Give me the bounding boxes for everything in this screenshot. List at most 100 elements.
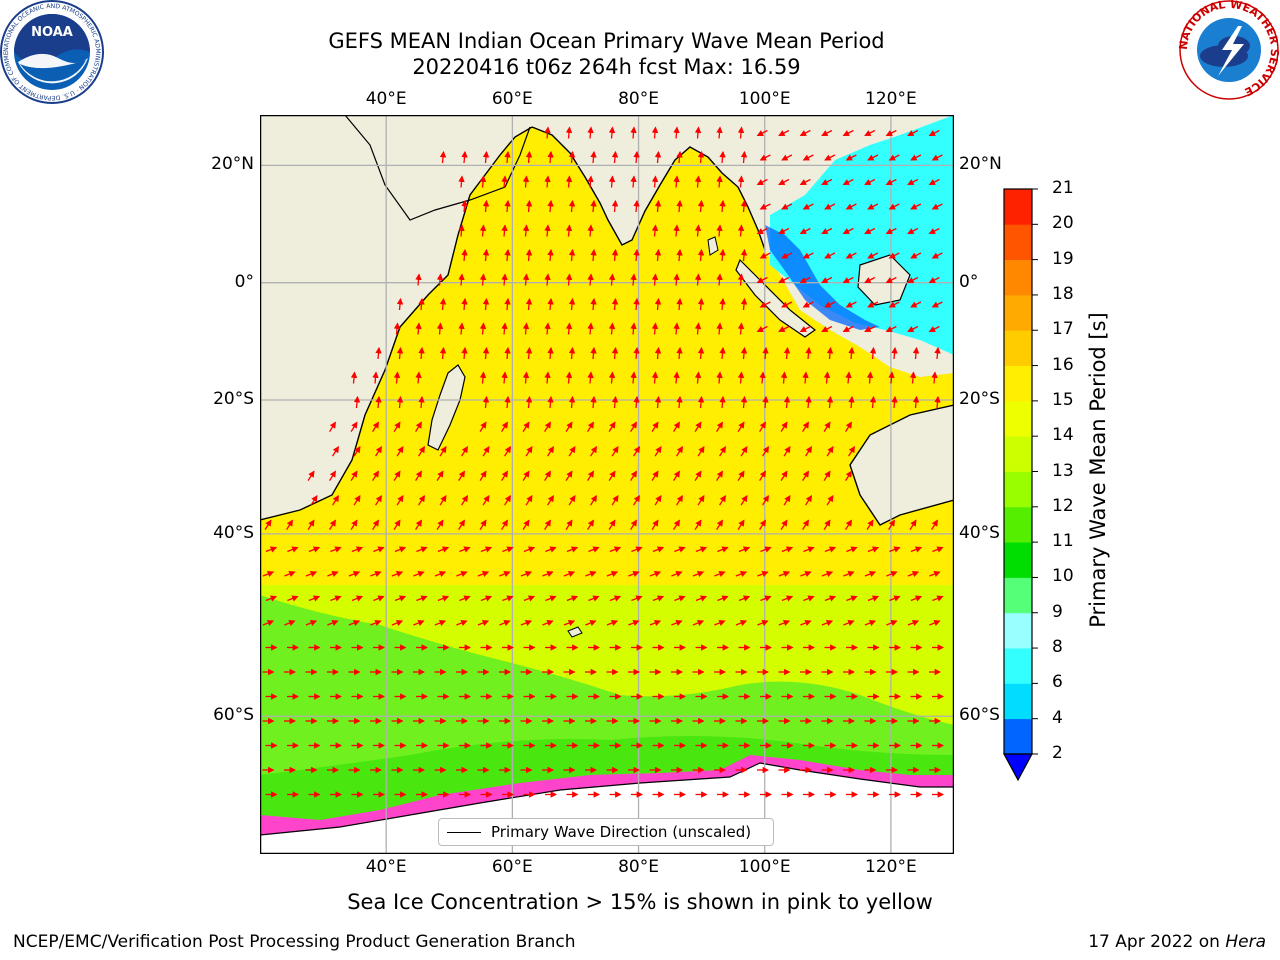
wave-arrow <box>544 224 551 237</box>
wave-arrow <box>504 395 511 409</box>
wave-arrow <box>737 371 745 384</box>
wave-arrow <box>907 276 919 284</box>
wave-arrow <box>805 395 812 409</box>
wave-arrow <box>737 470 745 481</box>
wave-arrow <box>697 199 705 213</box>
wave-arrow <box>759 421 766 432</box>
wave-arrow <box>676 199 683 213</box>
wave-arrow <box>759 470 766 481</box>
wave-arrow <box>332 494 339 506</box>
wave-arrow <box>824 252 836 259</box>
wave-arrow <box>373 595 385 602</box>
colorbar-tick-label: 2 <box>1052 743 1063 763</box>
wave-arrow <box>502 595 514 602</box>
wave-arrow <box>780 371 788 384</box>
wave-arrow <box>934 395 941 409</box>
wave-arrow <box>867 595 880 602</box>
wave-arrow <box>649 619 662 627</box>
wave-arrow <box>375 395 382 409</box>
colorbar-segment <box>1004 542 1032 578</box>
wave-arrow <box>912 395 920 409</box>
wave-arrow <box>907 227 919 235</box>
wave-arrow <box>504 199 511 213</box>
wave-arrow <box>542 619 554 627</box>
wave-arrow <box>332 445 339 457</box>
wave-arrow <box>886 570 898 578</box>
wave-arrow <box>544 470 551 481</box>
axis-tick-label: 60°E <box>491 857 533 877</box>
wave-arrow <box>568 395 576 409</box>
noaa-logo: NATIONAL OCEANIC AND ATMOSPHERIC ADMINIS… <box>0 0 104 104</box>
wave-arrow <box>824 301 836 308</box>
wave-arrow <box>821 325 833 333</box>
wave-arrow <box>692 570 705 578</box>
wave-arrow <box>522 421 530 432</box>
wave-arrow <box>760 595 772 602</box>
wave-arrow <box>394 595 407 602</box>
wave-arrow <box>439 297 447 311</box>
axis-tick-label: 100°E <box>738 89 791 109</box>
wave-arrow <box>867 252 879 259</box>
wave-arrow <box>522 273 530 286</box>
wave-arrow <box>434 619 447 627</box>
wave-arrow <box>910 203 922 210</box>
wave-arrow <box>845 421 852 432</box>
wave-arrow <box>608 126 616 139</box>
wave-arrow <box>350 421 358 432</box>
wave-arrow <box>717 595 729 602</box>
wave-arrow <box>436 322 444 335</box>
wave-arrow <box>630 519 637 530</box>
wave-arrow <box>630 273 637 286</box>
wave-arrow <box>756 129 768 137</box>
wave-arrow <box>415 273 422 286</box>
wave-arrow <box>351 546 364 553</box>
wave-arrow <box>523 595 536 602</box>
wave-arrow <box>585 619 597 627</box>
wave-arrow <box>310 494 318 506</box>
wave-arrow <box>654 248 662 262</box>
wave-arrow <box>719 199 726 213</box>
wave-arrow <box>286 519 293 530</box>
wave-arrow <box>864 570 877 578</box>
wave-arrow <box>802 203 814 210</box>
wave-arrow <box>778 276 790 284</box>
wave-arrow <box>501 273 508 286</box>
wave-arrow <box>544 126 551 139</box>
colorbar-tick-label: 17 <box>1052 319 1074 340</box>
map-panel[interactable] <box>260 115 954 854</box>
wave-arrow <box>694 175 702 188</box>
wave-arrow <box>590 395 597 409</box>
wave-arrow <box>864 129 876 137</box>
wave-arrow <box>821 276 833 284</box>
wave-arrow <box>864 178 876 186</box>
wave-arrow <box>587 224 594 237</box>
footer-right: 17 Apr 2022 on Hera <box>1088 932 1266 952</box>
wave-arrow <box>869 395 877 409</box>
wave-arrow <box>651 421 659 432</box>
wave-arrow <box>783 395 791 409</box>
wave-arrow <box>631 546 643 553</box>
wave-arrow <box>416 595 428 602</box>
wave-arrow <box>759 203 771 210</box>
wave-arrow <box>694 371 702 384</box>
nws-logo: NATIONAL WEATHER SERVICE <box>1178 0 1280 100</box>
wave-arrow <box>568 346 576 360</box>
wave-arrow <box>676 445 683 457</box>
colorbar-segment <box>1004 718 1032 755</box>
wave-arrow <box>501 421 508 432</box>
wave-arrow <box>929 619 941 627</box>
wave-arrow <box>608 322 616 335</box>
wave-arrow <box>415 371 422 384</box>
wave-arrow <box>348 619 361 627</box>
wave-arrow <box>587 322 594 335</box>
wave-arrow <box>375 346 382 360</box>
wave-arrow <box>305 570 318 578</box>
wave-arrow <box>867 546 880 553</box>
wave-arrow <box>760 546 772 553</box>
wave-arrow <box>630 421 637 432</box>
wave-arrow <box>520 619 533 627</box>
wave-arrow <box>802 252 814 259</box>
wave-arrow <box>738 546 751 553</box>
wave-arrow <box>547 445 554 457</box>
wave-arrow <box>611 395 619 409</box>
